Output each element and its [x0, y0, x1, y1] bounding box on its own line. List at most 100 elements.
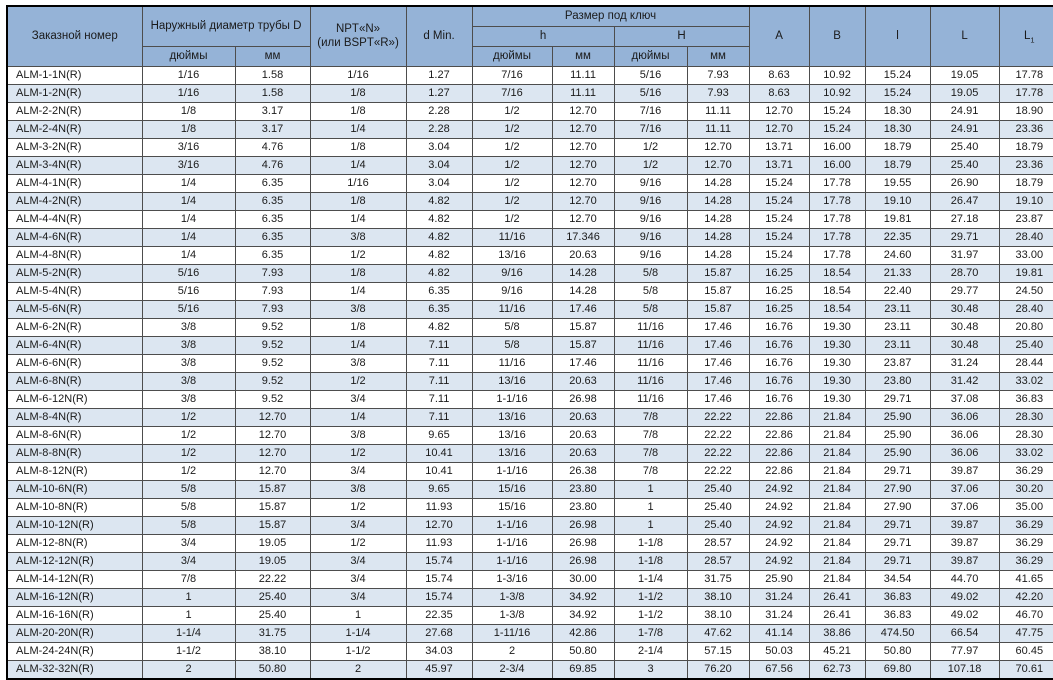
cell: 26.41 [808, 605, 866, 625]
cell-order-number: ALM-14-12N(R) [6, 569, 143, 589]
header-wrench-size: Размер под ключ [471, 5, 750, 27]
cell: 6.35 [234, 191, 311, 211]
cell: 1/2 [309, 497, 407, 517]
cell: 19.10 [864, 191, 931, 211]
header-h-big-inches: дюймы [613, 45, 688, 67]
cell: 9.52 [234, 371, 311, 391]
cell: 36.06 [929, 407, 1000, 427]
cell: 2 [471, 641, 553, 661]
cell: 1 [613, 515, 688, 535]
cell: 6.35 [234, 245, 311, 265]
cell-order-number: ALM-6-6N(R) [6, 353, 143, 373]
cell: 2 [141, 659, 236, 679]
cell: 5/8 [141, 515, 236, 535]
table-row: ALM-10-6N(R) 5/8 15.87 3/8 9.65 15/16 23.80 1 25… [6, 479, 1053, 499]
cell: 45.21 [808, 641, 866, 661]
cell: 36.83 [998, 389, 1053, 409]
cell: 5/8 [613, 281, 688, 301]
cell-order-number: ALM-24-24N(R) [6, 641, 143, 661]
cell: 3/4 [309, 569, 407, 589]
cell: 77.97 [929, 641, 1000, 661]
cell: 22.86 [748, 461, 810, 481]
cell: 22.86 [748, 425, 810, 445]
cell-order-number: ALM-4-6N(R) [6, 227, 143, 247]
cell: 49.02 [929, 605, 1000, 625]
cell: 21.84 [808, 497, 866, 517]
cell: 12.70 [234, 407, 311, 427]
header-h-big: H [613, 25, 750, 47]
table-row: ALM-12-12N(R) 3/4 19.05 3/4 15.74 1-1/16 26.98… [6, 551, 1053, 571]
cell: 9.52 [234, 335, 311, 355]
header-diameter-mm: мм [234, 45, 311, 67]
cell: 16.00 [808, 155, 866, 175]
cell: 11/16 [613, 389, 688, 409]
cell: 7/8 [613, 425, 688, 445]
cell: 1/2 [471, 137, 553, 157]
header-row-2: h H [7, 25, 1053, 47]
cell: 1/8 [141, 101, 236, 121]
cell: 15.24 [748, 209, 810, 229]
table-body: ALM-1-1N(R) 1/16 1.58 1/16 1.27 7/16 11.11 5/16… [6, 65, 1053, 679]
cell: 11/16 [613, 353, 688, 373]
cell: 12.70 [405, 515, 473, 535]
cell: 3/4 [309, 461, 407, 481]
cell: 31.75 [234, 623, 311, 643]
cell: 17.46 [686, 335, 750, 355]
table-row: ALM-5-2N(R) 5/16 7.93 1/8 4.82 9/16 14.28 5/8 15… [6, 263, 1053, 283]
cell: 5/8 [471, 335, 553, 355]
cell: 3/8 [309, 227, 407, 247]
cell: 7/16 [613, 119, 688, 139]
cell: 22.22 [234, 569, 311, 589]
cell: 3/8 [309, 425, 407, 445]
cell: 1-1/2 [613, 605, 688, 625]
cell: 29.71 [864, 551, 931, 571]
cell: 18.30 [864, 101, 931, 121]
cell: 1/4 [141, 209, 236, 229]
cell: 20.63 [551, 245, 615, 265]
cell: 3/8 [141, 389, 236, 409]
cell: 15.87 [551, 317, 615, 337]
cell: 27.68 [405, 623, 473, 643]
table-row: ALM-6-2N(R) 3/8 9.52 1/8 4.82 5/8 15.87 11/16 17… [6, 317, 1053, 337]
cell: 1/16 [141, 83, 236, 103]
cell: 1/4 [309, 209, 407, 229]
cell: 1 [613, 497, 688, 517]
cell: 62.73 [808, 659, 866, 679]
cell: 12.70 [748, 119, 810, 139]
cell: 7/8 [141, 569, 236, 589]
cell: 50.80 [551, 641, 615, 661]
cell-order-number: ALM-4-4N(R) [6, 209, 143, 229]
cell: 2-3/4 [471, 659, 553, 679]
cell-order-number: ALM-32-32N(R) [6, 659, 143, 679]
cell: 11/16 [471, 353, 553, 373]
cell: 15.74 [405, 587, 473, 607]
cell: 5/16 [613, 65, 688, 85]
cell-order-number: ALM-5-6N(R) [6, 299, 143, 319]
table-row: ALM-8-12N(R) 1/2 12.70 3/4 10.41 1-1/16 26.38 7… [6, 461, 1053, 481]
cell: 18.30 [864, 119, 931, 139]
cell: 22.22 [686, 461, 750, 481]
cell: 26.47 [929, 191, 1000, 211]
cell: 37.06 [929, 497, 1000, 517]
table-row: ALM-6-4N(R) 3/8 9.52 1/4 7.11 5/8 15.87 11/16 17… [6, 335, 1053, 355]
table-row: ALM-10-12N(R) 5/8 15.87 3/4 12.70 1-1/16 26.98… [6, 515, 1053, 535]
cell: 50.03 [748, 641, 810, 661]
cell: 1/2 [141, 425, 236, 445]
cell: 4.82 [405, 245, 473, 265]
cell: 7.11 [405, 407, 473, 427]
cell: 5/16 [141, 281, 236, 301]
cell: 15.24 [748, 191, 810, 211]
table-row: ALM-8-8N(R) 1/2 12.70 1/2 10.41 13/16 20.63 7/8… [6, 443, 1053, 463]
cell: 1-1/8 [613, 533, 688, 553]
cell: 1-1/16 [471, 515, 553, 535]
cell: 1/16 [309, 65, 407, 85]
cell: 24.92 [748, 515, 810, 535]
cell: 1-1/2 [613, 587, 688, 607]
cell: 21.84 [808, 515, 866, 535]
cell-order-number: ALM-2-4N(R) [6, 119, 143, 139]
cell: 11.11 [551, 83, 615, 103]
cell: 22.22 [686, 443, 750, 463]
cell: 22.35 [405, 605, 473, 625]
cell: 30.20 [998, 479, 1053, 499]
table-row: ALM-4-2N(R) 1/4 6.35 1/8 4.82 1/2 12.70 9/16 14.… [6, 191, 1053, 211]
